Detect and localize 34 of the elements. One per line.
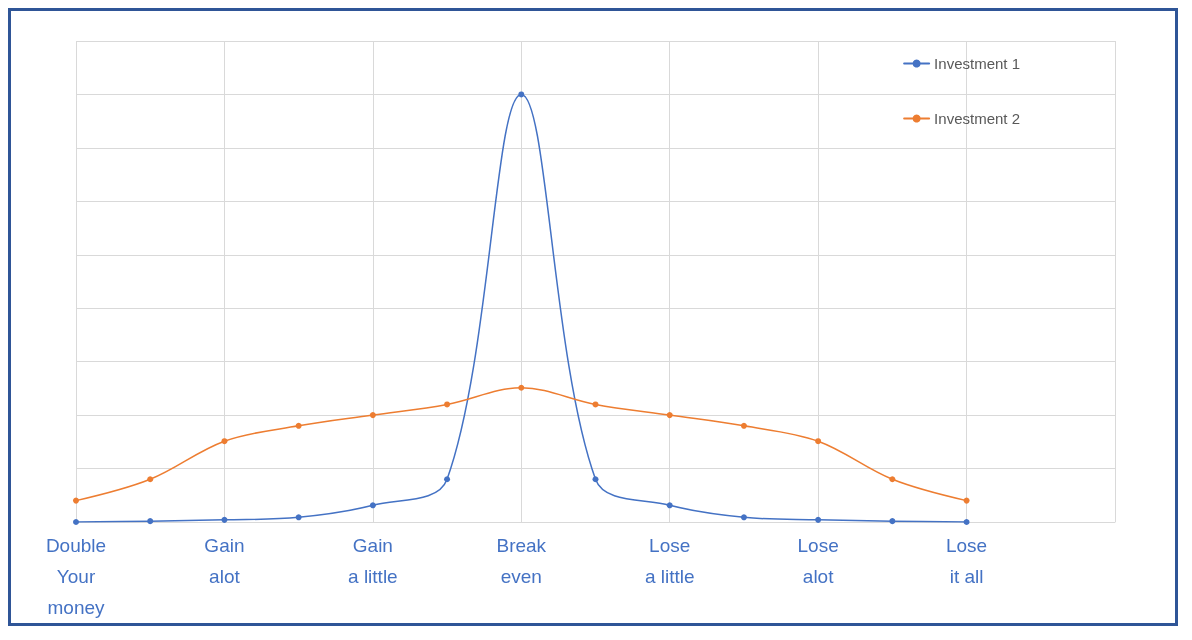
x-tick-label: Lose a little: [644, 535, 695, 587]
point: [963, 519, 970, 525]
x-tick-label: Lose it all: [945, 535, 988, 587]
point: [889, 518, 896, 525]
x-tick-label: Gain alot: [204, 535, 245, 587]
point: [740, 514, 747, 521]
x-tick-label: Gain a little: [348, 535, 398, 587]
point: [666, 412, 673, 419]
point: [73, 519, 79, 525]
x-tick-label: Double Your money: [45, 535, 107, 618]
legend-label: Investment 1: [934, 55, 1021, 72]
point: [963, 497, 970, 504]
point: [740, 422, 747, 429]
point: [444, 401, 451, 408]
point: [444, 476, 451, 483]
point: [73, 497, 79, 504]
point: [815, 516, 822, 523]
x-tick-label: Lose alot: [797, 535, 839, 587]
point: [518, 384, 525, 391]
point: [815, 438, 822, 445]
point: [592, 476, 599, 483]
legend-label: Investment 2: [934, 110, 1021, 127]
point: [147, 518, 154, 525]
point: [889, 476, 896, 483]
point: [295, 514, 302, 521]
point: [369, 412, 376, 419]
point: [666, 502, 673, 509]
point: [295, 422, 302, 429]
point: [592, 401, 599, 408]
point: [221, 516, 228, 523]
point: [369, 502, 376, 509]
point: [221, 438, 228, 445]
x-tick-label: Break even: [496, 535, 547, 587]
point: [147, 476, 154, 483]
